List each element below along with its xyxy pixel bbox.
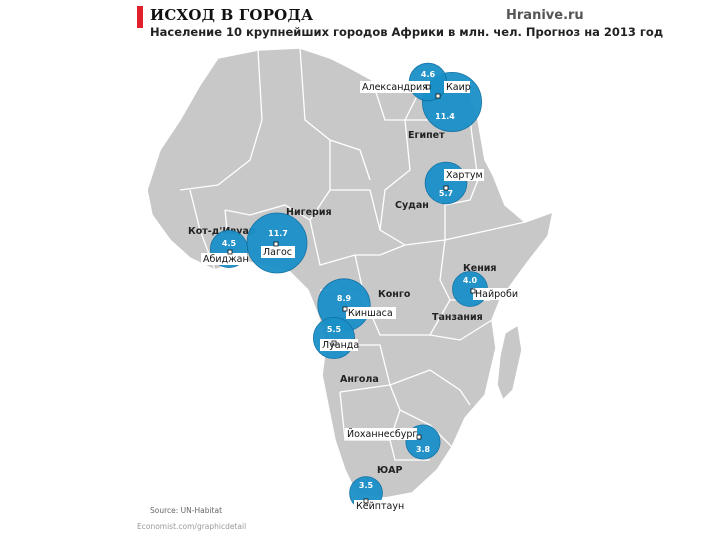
city-label-bg-kinshasa xyxy=(346,307,396,319)
city-label-bg-alexandria xyxy=(360,81,430,93)
city-name-nairobi: Найроби xyxy=(475,289,518,300)
city-dot-kinshasa xyxy=(342,306,348,312)
city-labels: 11.4 Каир 4.6 Александрия 5.7 Хартум 11.7 Лагос… xyxy=(201,70,518,512)
city-dot-alexandria xyxy=(425,84,431,90)
city-value-johannesburg: 3.8 xyxy=(416,445,431,454)
city-name-cairo: Каир xyxy=(446,82,471,93)
city-dot-nairobi xyxy=(470,288,476,294)
city-bubble-luanda xyxy=(312,316,355,359)
city-name-kinshasa: Киншаса xyxy=(348,308,393,319)
country-label-south-africa: ЮАР xyxy=(377,465,403,476)
city-value-luanda: 5.5 xyxy=(327,325,342,334)
city-label-bg-lagos xyxy=(261,246,295,258)
city-label-bg-abidjan xyxy=(201,253,247,265)
city-dot-johannesburg xyxy=(416,434,422,440)
country-label-congo: Конго xyxy=(378,289,411,300)
city-name-johannesburg: Йоханнесбург xyxy=(347,428,417,440)
city-name-luanda: Луанда xyxy=(322,340,359,351)
city-name-khartoum: Хартум xyxy=(446,170,483,181)
city-name-abidjan: Абиджан xyxy=(203,254,249,265)
source-note: Source: UN-Habitat xyxy=(150,506,223,515)
city-dot-luanda xyxy=(331,340,337,346)
source-url: Economist.com/graphicdetail xyxy=(137,522,247,531)
city-value-cape-town: 3.5 xyxy=(359,481,374,490)
city-value-kinshasa: 8.9 xyxy=(337,294,352,303)
city-value-lagos: 11.7 xyxy=(268,229,288,238)
city-dot-lagos xyxy=(273,241,279,247)
city-name-lagos: Лагос xyxy=(263,247,292,258)
country-label-sudan: Судан xyxy=(395,200,429,211)
page-title: ИСХОД В ГОРОДА xyxy=(150,6,314,24)
city-label-bg-cairo xyxy=(444,81,470,93)
city-dot-cape-town xyxy=(363,498,369,504)
country-label-tanzania: Танзания xyxy=(432,312,483,323)
brand-watermark: Hranive.ru xyxy=(506,8,584,23)
country-label-angola: Ангола xyxy=(340,374,379,385)
city-label-bg-khartoum xyxy=(444,169,484,181)
city-label-bg-luanda xyxy=(320,339,358,351)
city-name-alexandria: Александрия xyxy=(362,82,428,93)
city-name-cape-town: Кейптаун xyxy=(356,501,404,512)
city-dot-cairo xyxy=(435,93,441,99)
city-value-khartoum: 5.7 xyxy=(439,189,453,198)
header-accent-bar xyxy=(137,6,143,28)
city-value-nairobi: 4.0 xyxy=(463,276,478,285)
city-dot-khartoum xyxy=(443,185,449,191)
city-dot-abidjan xyxy=(227,249,233,255)
city-value-abidjan: 4.5 xyxy=(222,239,237,248)
city-value-cairo: 11.4 xyxy=(435,112,455,121)
page-subtitle: Население 10 крупнейших городов Африки в… xyxy=(150,25,664,39)
country-label-egypt: Египет xyxy=(408,130,445,141)
city-label-bg-johannesburg xyxy=(345,428,417,440)
country-label-kenya: Кения xyxy=(463,263,497,274)
city-value-alexandria: 4.6 xyxy=(421,70,436,79)
city-label-bg-nairobi xyxy=(473,288,517,300)
country-label-nigeria: Нигерия xyxy=(286,207,332,218)
